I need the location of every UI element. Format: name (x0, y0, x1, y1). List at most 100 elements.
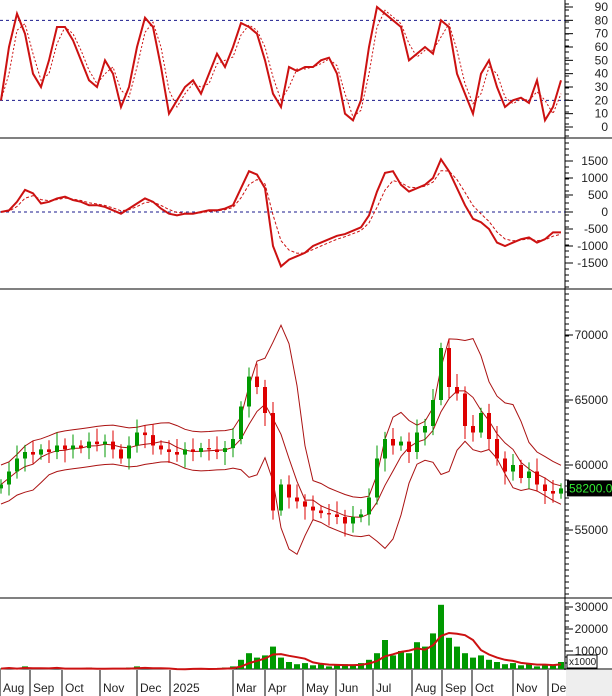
volume-unit-label: x1000 (569, 657, 597, 668)
macd-tick-label: -1500 (577, 256, 608, 270)
volume-bar (270, 646, 276, 669)
volume-bar (502, 664, 508, 669)
month-label: Oct (475, 681, 494, 695)
volume-bar (414, 642, 420, 669)
volume-bar (302, 663, 308, 669)
candle-body (15, 458, 19, 472)
candle-body (431, 400, 435, 426)
stoch-tick-label: 0 (601, 120, 608, 134)
candle-body (311, 506, 315, 511)
volume-bar (358, 663, 364, 669)
volume-bar (406, 653, 412, 669)
candle-body (87, 441, 91, 449)
candle-body (159, 445, 163, 450)
candle-body (503, 458, 507, 472)
volume-bar (550, 665, 556, 669)
month-label: Dec (140, 681, 161, 695)
volume-bar (350, 665, 356, 669)
candle-body (135, 432, 139, 446)
candle-body (55, 445, 59, 452)
candle-body (111, 441, 115, 450)
volume-bar (278, 657, 284, 669)
candle-body (31, 452, 35, 455)
candle-body (127, 445, 131, 459)
stoch-tick-label: 10 (595, 107, 609, 121)
volume-bar (454, 646, 460, 669)
price-tick-label: 70000 (575, 328, 609, 342)
candle-body (239, 406, 243, 439)
bollinger-upper (0, 323, 562, 499)
candle-body (215, 449, 219, 452)
candle-body (207, 448, 211, 450)
price-tick-label: 60000 (575, 458, 609, 472)
volume-bar (390, 655, 396, 669)
stoch-tick-label: 20 (595, 93, 609, 107)
candle-body (479, 413, 483, 433)
macd-tick-label: 0 (601, 205, 608, 219)
volume-bar (446, 637, 452, 669)
candle-body (47, 449, 51, 452)
candle-body (95, 441, 99, 445)
volume-bar (470, 657, 476, 669)
candle-body (23, 452, 27, 459)
candle-body (375, 458, 379, 498)
volume-bar (254, 657, 260, 669)
candle-body (463, 393, 467, 426)
volume-tick-label: 20000 (575, 622, 609, 636)
macd-tick-label: -1000 (577, 239, 608, 253)
stoch-tick-label: 90 (595, 0, 609, 14)
volume-bar (478, 655, 484, 669)
stoch-tick-label: 50 (595, 53, 609, 67)
month-label: Mar (236, 681, 257, 695)
candle-body (471, 426, 475, 433)
volume-bar (382, 640, 388, 669)
month-label: Oct (65, 681, 84, 695)
candle-body (271, 413, 275, 511)
volume-bar (398, 651, 404, 669)
candle-body (335, 514, 339, 517)
candle-body (103, 441, 107, 445)
month-label: Apr (268, 681, 287, 695)
month-label: De (551, 681, 567, 695)
volume-bar (430, 633, 436, 669)
candle-body (391, 439, 395, 446)
volume-bar (518, 665, 524, 669)
volume-bar (310, 665, 316, 669)
candle-body (191, 449, 195, 452)
volume-bar (286, 662, 292, 669)
month-label: Nov (103, 681, 124, 695)
candle-body (495, 439, 499, 459)
volume-bar (294, 664, 300, 669)
price-tick-label: 65000 (575, 393, 609, 407)
candle-body (231, 439, 235, 449)
candle-body (439, 348, 443, 400)
volume-bar (526, 664, 532, 669)
candle-body (303, 501, 307, 507)
candle-body (223, 448, 227, 452)
candle-body (559, 488, 563, 494)
candle-body (119, 449, 123, 459)
candle-body (343, 517, 347, 524)
volume-bar (246, 653, 252, 669)
candle-body (319, 510, 323, 514)
volume-bar (486, 659, 492, 669)
candle-body (511, 465, 515, 472)
candle-body (351, 517, 355, 524)
price-tick-label: 55000 (575, 523, 609, 537)
candle-body (551, 491, 555, 494)
candle-body (359, 514, 363, 517)
month-label: Aug (415, 681, 436, 695)
candle-body (543, 484, 547, 491)
candle-body (415, 432, 419, 452)
month-label: Aug (3, 681, 24, 695)
volume-bar (422, 646, 428, 669)
candle-body (263, 387, 267, 413)
last-price-label: 58200.00 (569, 481, 612, 495)
candle-body (175, 452, 179, 455)
candle-body (287, 484, 291, 498)
volume-bar (534, 666, 540, 669)
candle-body (487, 413, 491, 439)
month-label: Nov (516, 681, 537, 695)
